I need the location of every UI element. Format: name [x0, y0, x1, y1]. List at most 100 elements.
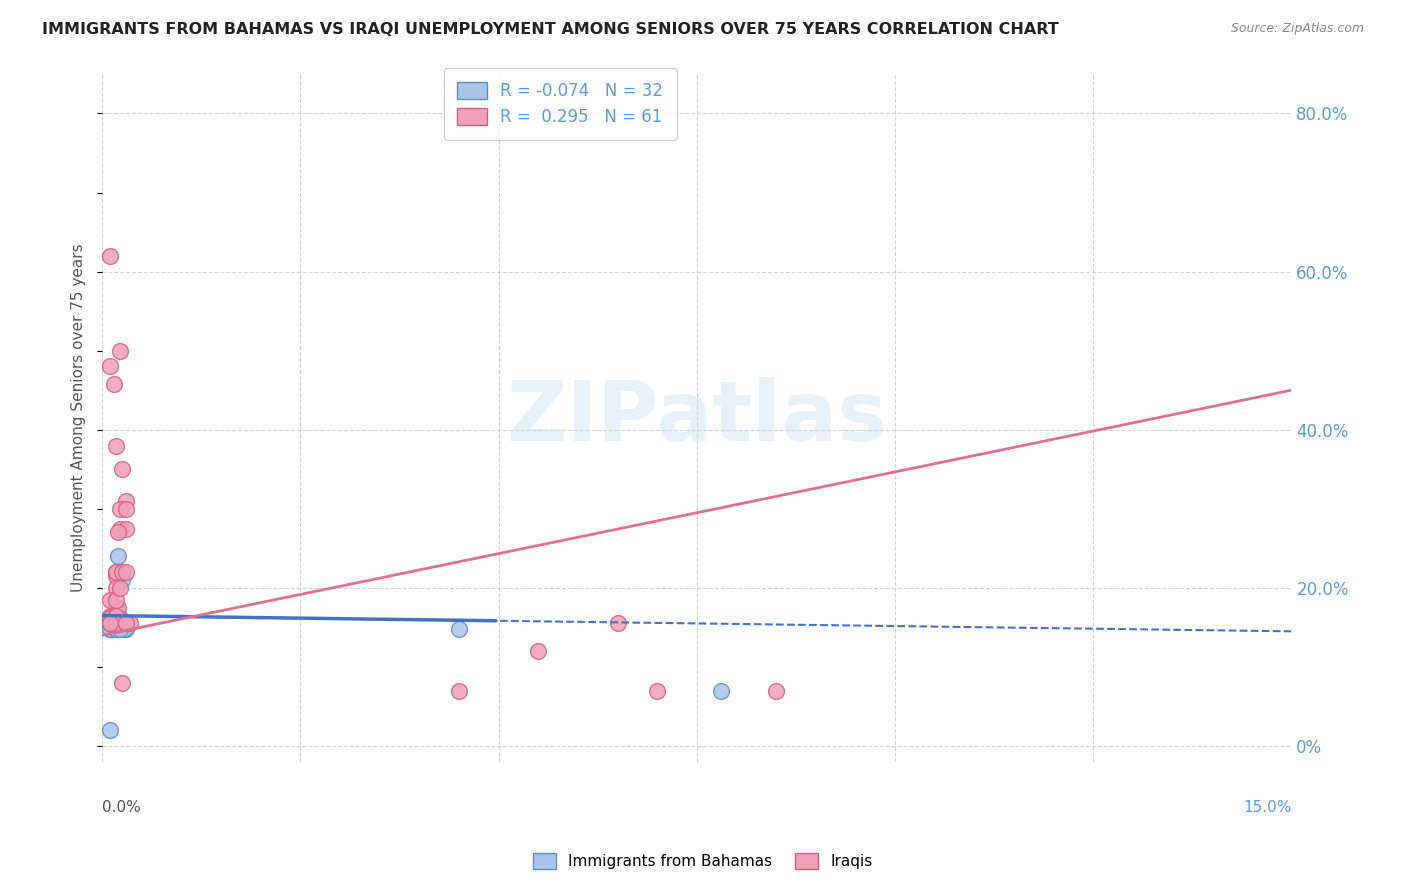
Point [115, 501, 138, 516]
Point [107, 616, 129, 631]
Point [98, 622, 121, 636]
Point [103, 608, 125, 623]
Point [111, 616, 134, 631]
Point [98, 592, 121, 607]
Point [108, 616, 131, 631]
Point [105, 611, 128, 625]
Point [103, 616, 125, 631]
Point [107, 600, 129, 615]
Point [111, 616, 134, 631]
Point [107, 549, 129, 564]
Point [107, 616, 129, 631]
Point [111, 616, 134, 631]
Point [107, 622, 129, 636]
Point [98, 616, 121, 631]
Point [107, 525, 129, 540]
Point [115, 494, 138, 508]
Point [115, 622, 138, 636]
Point [111, 462, 134, 476]
Point [103, 616, 125, 631]
Point [105, 616, 128, 631]
Point [105, 616, 128, 631]
Point [98, 608, 121, 623]
Point [108, 581, 131, 595]
Point [710, 683, 733, 698]
Point [103, 616, 125, 631]
Point [107, 616, 129, 631]
Point [98, 611, 121, 625]
Point [105, 581, 128, 595]
Point [105, 616, 128, 631]
Point [115, 616, 138, 631]
Point [105, 616, 128, 631]
Point [105, 592, 128, 607]
Point [115, 616, 138, 631]
Point [100, 622, 122, 636]
Point [103, 611, 125, 625]
Text: 15.0%: 15.0% [1243, 799, 1292, 814]
Point [105, 600, 128, 615]
Point [115, 616, 138, 631]
Point [108, 616, 131, 631]
Point [105, 438, 128, 452]
Point [103, 376, 125, 391]
Point [98, 611, 121, 625]
Legend: R = -0.074   N = 32, R =  0.295   N = 61: R = -0.074 N = 32, R = 0.295 N = 61 [443, 69, 676, 140]
Point [98, 611, 121, 625]
Point [98, 616, 121, 631]
Text: ZIPatlas: ZIPatlas [506, 377, 887, 458]
Point [105, 616, 128, 631]
Point [111, 616, 134, 631]
Y-axis label: Unemployment Among Seniors over 75 years: Unemployment Among Seniors over 75 years [72, 244, 86, 592]
Point [98, 359, 121, 374]
Legend: Immigrants from Bahamas, Iraqis: Immigrants from Bahamas, Iraqis [527, 847, 879, 875]
Point [105, 565, 128, 579]
Point [108, 343, 131, 358]
Point [105, 622, 128, 636]
Point [108, 522, 131, 536]
Point [111, 565, 134, 579]
Point [108, 616, 131, 631]
Point [108, 501, 131, 516]
Point [105, 569, 128, 583]
Point [527, 644, 550, 658]
Point [112, 622, 135, 636]
Point [115, 522, 138, 536]
Point [118, 616, 141, 631]
Point [98, 616, 121, 631]
Point [100, 614, 122, 628]
Point [98, 723, 121, 738]
Point [100, 616, 122, 631]
Point [447, 622, 470, 636]
Point [105, 616, 128, 631]
Point [645, 683, 668, 698]
Point [105, 565, 128, 579]
Point [115, 616, 138, 631]
Point [105, 616, 128, 631]
Point [108, 611, 131, 625]
Point [98, 622, 121, 636]
Point [606, 616, 628, 631]
Point [765, 683, 787, 698]
Point [105, 616, 128, 631]
Point [98, 616, 121, 631]
Point [108, 616, 131, 631]
Point [98, 616, 121, 631]
Text: 0.0%: 0.0% [103, 799, 141, 814]
Point [108, 616, 131, 631]
Point [105, 616, 128, 631]
Text: Source: ZipAtlas.com: Source: ZipAtlas.com [1230, 22, 1364, 36]
Point [100, 611, 122, 625]
Point [115, 565, 138, 579]
Point [107, 616, 129, 631]
Point [108, 622, 131, 636]
Point [447, 683, 470, 698]
Point [111, 675, 134, 690]
Point [98, 249, 121, 263]
Point [115, 616, 138, 631]
Point [111, 573, 134, 587]
Text: IMMIGRANTS FROM BAHAMAS VS IRAQI UNEMPLOYMENT AMONG SENIORS OVER 75 YEARS CORREL: IMMIGRANTS FROM BAHAMAS VS IRAQI UNEMPLO… [42, 22, 1059, 37]
Point [111, 616, 134, 631]
Point [111, 616, 134, 631]
Point [105, 608, 128, 623]
